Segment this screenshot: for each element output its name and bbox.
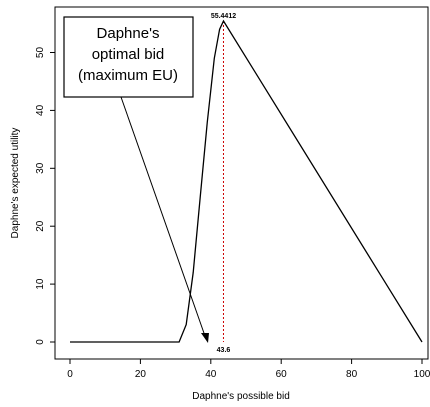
- x-tick-label: 0: [67, 369, 73, 380]
- plot-frame: [54, 6, 429, 360]
- peak-value-label: 55.4412: [211, 13, 236, 20]
- y-axis: 0 10 20 30 40 50: [35, 47, 55, 345]
- y-tick-label: 40: [35, 104, 46, 116]
- x-axis-title: Daphne's possible bid: [192, 391, 290, 402]
- y-tick-label: 30: [35, 162, 46, 174]
- callout-line-1: Daphne's: [97, 25, 160, 42]
- y-tick-label: 20: [35, 220, 46, 232]
- callout-line-3: (maximum EU): [78, 67, 178, 84]
- callout-arrow: [120, 96, 206, 337]
- callout-line-2: optimal bid: [92, 46, 165, 63]
- x-tick-label: 100: [414, 369, 430, 380]
- y-axis-title: Daphne's expected utility: [10, 128, 21, 239]
- x-axis: 0 20 40 60 80 100: [67, 359, 430, 380]
- y-tick-label: 10: [35, 278, 46, 290]
- callout-box: [63, 16, 194, 98]
- y-tick-label: 50: [35, 47, 46, 59]
- x-tick-label: 80: [346, 369, 358, 380]
- x-tick-label: 20: [135, 369, 147, 380]
- expected-utility-line: [70, 19, 423, 343]
- callout-arrowhead: [201, 333, 209, 343]
- optimal-bid-label: 43.6: [217, 347, 231, 354]
- x-tick-label: 40: [205, 369, 217, 380]
- callout: Daphne's optimal bid (maximum EU): [63, 16, 209, 343]
- y-tick-label: 0: [35, 339, 46, 345]
- x-tick-label: 60: [276, 369, 288, 380]
